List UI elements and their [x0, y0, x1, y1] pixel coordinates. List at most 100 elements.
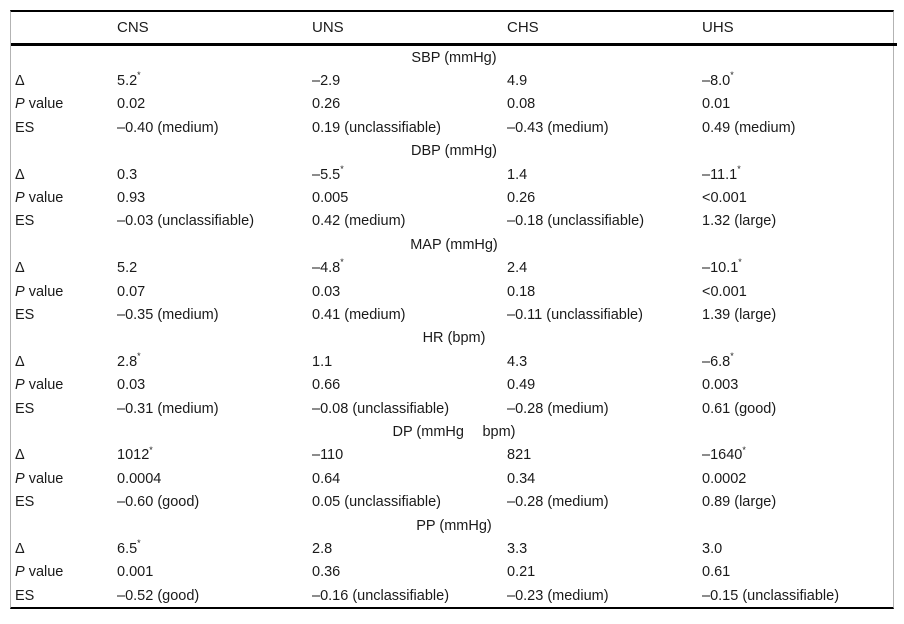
section-title-row: DBP (mmHg)	[11, 140, 897, 163]
value-cell: –0.15 (unclassifiable)	[702, 587, 840, 604]
value-cell: –4.8*	[312, 257, 344, 277]
value-cell: 6.5*	[117, 538, 141, 557]
value-cell: –6.8*	[702, 350, 734, 370]
effect-size-row: ES –0.60 (good) 0.05 (unclassifiable) –0.28…	[11, 490, 897, 513]
row-label-es: ES	[15, 587, 35, 604]
row-label-p: P value	[15, 190, 64, 207]
value-cell: 0.02	[117, 96, 146, 113]
value-cell: 0.005	[312, 190, 349, 207]
significance-asterisk: *	[340, 163, 344, 174]
value-cell: 0.66	[312, 377, 341, 394]
value-cell: 0.001	[117, 564, 154, 581]
p-value-row: P value 0.03 0.66 0.49 0.003	[11, 373, 897, 396]
column-header-uhs: UHS	[702, 19, 734, 36]
value-cell: 0.89 (large)	[702, 494, 777, 511]
value-cell: <0.001	[702, 283, 747, 300]
column-header-row: CNS UNS CHS UHS	[11, 12, 897, 45]
value-cell: 0.03	[117, 377, 146, 394]
value-cell: –0.31 (medium)	[117, 400, 219, 417]
value-cell: 0.3	[117, 166, 138, 183]
value-cell: –0.35 (medium)	[117, 306, 219, 323]
value-cell: 821	[507, 447, 532, 464]
row-label-delta: Δ	[15, 260, 25, 277]
value-cell: 0.18	[507, 283, 536, 300]
significance-asterisk: *	[737, 163, 741, 174]
delta-row: Δ 5.2 –4.8* 2.4 –10.1*	[11, 257, 897, 280]
value-cell: 0.003	[702, 377, 739, 394]
value-cell: 0.42 (medium)	[312, 213, 406, 230]
effect-size-row: ES –0.31 (medium) –0.08 (unclassifiable) –0…	[11, 397, 897, 420]
value-cell: –11.1*	[702, 163, 741, 183]
value-cell: –1640*	[702, 444, 746, 464]
column-header-uns: UNS	[312, 19, 344, 36]
value-cell: <0.001	[702, 190, 747, 207]
column-header-cns: CNS	[117, 19, 149, 36]
value-cell: 1.39 (large)	[702, 306, 777, 323]
section-title-row: SBP (mmHg)	[11, 45, 897, 70]
significance-asterisk: *	[137, 70, 141, 81]
value-cell: –0.28 (medium)	[507, 400, 609, 417]
value-cell: 0.21	[507, 564, 536, 581]
effect-size-row: ES –0.35 (medium) 0.41 (medium) –0.11 (uncl…	[11, 303, 897, 326]
p-value-row: P value 0.0004 0.64 0.34 0.0002	[11, 467, 897, 490]
column-header-empty	[11, 12, 117, 45]
row-label-es: ES	[15, 213, 35, 230]
value-cell: –0.40 (medium)	[117, 119, 219, 136]
value-cell: 1012*	[117, 444, 153, 464]
value-cell: 1.4	[507, 166, 528, 183]
value-cell: –10.1*	[702, 257, 742, 277]
value-cell: –8.0*	[702, 70, 734, 90]
value-cell: –0.16 (unclassifiable)	[312, 587, 450, 604]
value-cell: 0.49	[507, 377, 536, 394]
value-cell: 3.3	[507, 540, 528, 557]
delta-row: Δ 5.2* –2.9 4.9 –8.0*	[11, 69, 897, 92]
section-title: MAP (mmHg)	[410, 236, 498, 253]
results-table: CNS UNS CHS UHS SBP (mmHg) Δ 5.2* –2.9 4.9 –8.0*…	[11, 12, 897, 607]
value-cell: 0.03	[312, 283, 341, 300]
value-cell: –0.11 (unclassifiable)	[507, 306, 643, 323]
section-title: HR (bpm)	[422, 330, 486, 347]
value-cell: 0.19 (unclassifiable)	[312, 119, 441, 136]
value-cell: 0.01	[702, 96, 731, 113]
value-cell: –0.08 (unclassifiable)	[312, 400, 450, 417]
value-cell: 2.4	[507, 260, 528, 277]
value-cell: 0.08	[507, 96, 536, 113]
value-cell: –0.18 (unclassifiable)	[507, 213, 645, 230]
value-cell: –0.60 (good)	[117, 494, 200, 511]
value-cell: –0.23 (medium)	[507, 587, 609, 604]
section-title: SBP (mmHg)	[411, 49, 497, 66]
value-cell: 5.2	[117, 260, 138, 277]
significance-asterisk: *	[340, 257, 344, 268]
value-cell: –110	[312, 447, 344, 464]
value-cell: 1.32 (large)	[702, 213, 777, 230]
row-label-delta: Δ	[15, 166, 25, 183]
row-label-p: P value	[15, 377, 64, 394]
value-cell: 0.0002	[702, 470, 747, 487]
significance-asterisk: *	[742, 444, 746, 455]
row-label-es: ES	[15, 119, 35, 136]
value-cell: 0.05 (unclassifiable)	[312, 494, 441, 511]
value-cell: 4.3	[507, 353, 528, 370]
value-cell: 0.61	[702, 564, 731, 581]
delta-row: Δ 1012* –110 821 –1640*	[11, 444, 897, 467]
delta-row: Δ 0.3 –5.5* 1.4 –11.1*	[11, 163, 897, 186]
value-cell: 2.8*	[117, 350, 141, 370]
section-title-row: HR (bpm)	[11, 327, 897, 350]
value-cell: 0.36	[312, 564, 341, 581]
section-title-row: MAP (mmHg)	[11, 233, 897, 256]
row-label-p: P value	[15, 470, 64, 487]
value-cell: –2.9	[312, 73, 341, 90]
value-cell: 0.41 (medium)	[312, 306, 406, 323]
significance-asterisk: *	[738, 257, 742, 268]
results-table-container: CNS UNS CHS UHS SBP (mmHg) Δ 5.2* –2.9 4.9 –8.0*…	[10, 10, 897, 610]
significance-asterisk: *	[149, 444, 153, 455]
value-cell: –0.03 (unclassifiable)	[117, 213, 255, 230]
value-cell: 1.1	[312, 353, 333, 370]
value-cell: 0.49 (medium)	[702, 119, 796, 136]
row-label-delta: Δ	[15, 540, 25, 557]
value-cell: 0.26	[312, 96, 341, 113]
table-body: SBP (mmHg) Δ 5.2* –2.9 4.9 –8.0* P value 0.02 0.…	[11, 45, 897, 608]
value-cell: 0.64	[312, 470, 341, 487]
section-title-row: DP (mmHg bpm)	[11, 420, 897, 443]
value-cell: 0.07	[117, 283, 146, 300]
